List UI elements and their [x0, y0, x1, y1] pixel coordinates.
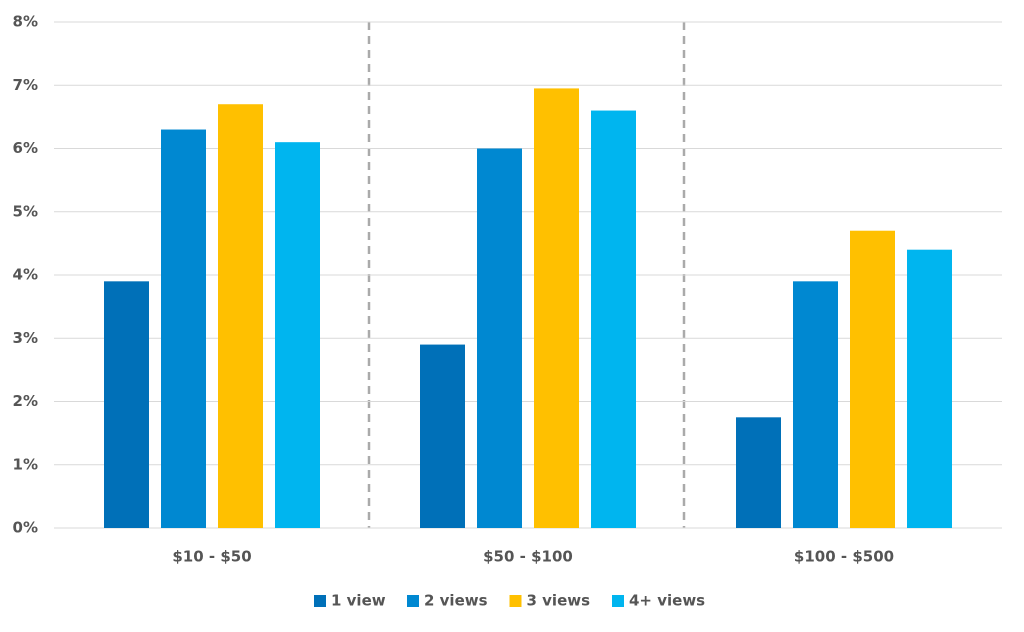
- bar: [275, 142, 320, 529]
- y-tick-label: 4%: [13, 266, 38, 284]
- legend-swatch: [509, 595, 522, 607]
- bar: [907, 249, 952, 528]
- y-tick-label: 2%: [13, 392, 38, 410]
- legend-label: 1 view: [331, 592, 386, 610]
- bar: [161, 129, 206, 528]
- y-tick-label: 8%: [13, 13, 38, 31]
- y-tick-label: 7%: [13, 76, 38, 94]
- y-tick-label: 6%: [13, 139, 38, 157]
- x-tick-label: $10 - $50: [172, 548, 251, 566]
- bar: [104, 281, 149, 528]
- bar: [736, 417, 781, 528]
- bar: [420, 344, 465, 528]
- x-tick-label: $100 - $500: [794, 548, 894, 566]
- x-tick-label: $50 - $100: [483, 548, 573, 566]
- bar: [793, 281, 838, 528]
- bar: [591, 110, 636, 529]
- legend-label: 4+ views: [629, 592, 705, 610]
- legend-swatch: [407, 595, 419, 607]
- bar: [477, 148, 522, 528]
- y-tick-label: 5%: [13, 202, 38, 220]
- bar: [850, 230, 895, 528]
- legend-swatch: [612, 595, 624, 607]
- y-tick-label: 3%: [13, 329, 38, 347]
- legend-label: 2 views: [424, 592, 488, 610]
- bar: [534, 88, 579, 528]
- legend-swatch: [314, 595, 326, 607]
- y-tick-label: 1%: [13, 455, 38, 473]
- y-tick-label: 0%: [13, 519, 38, 537]
- bar: [218, 104, 263, 528]
- legend-label: 3 views: [527, 592, 591, 610]
